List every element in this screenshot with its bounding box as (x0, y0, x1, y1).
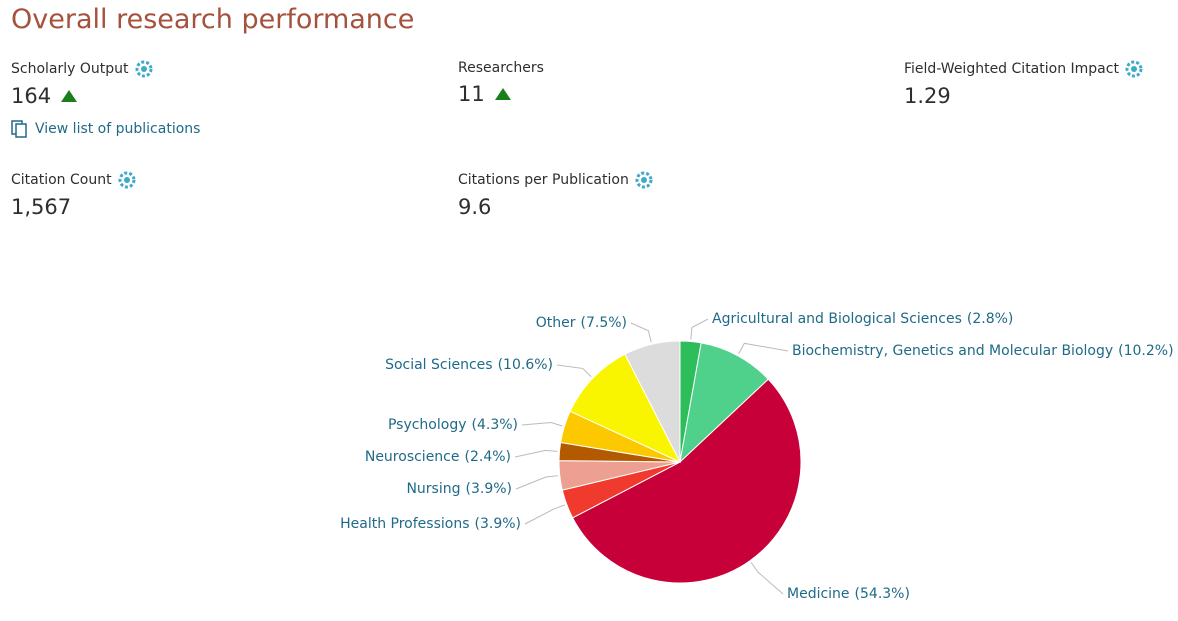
slice-label: Psychology (4.3%) (388, 417, 518, 433)
slice-name: Biochemistry, Genetics and Molecular Bio… (792, 343, 1113, 359)
metric: Field-Weighted Citation Impact 1.29 (904, 60, 1143, 108)
slice-name: Social Sciences (385, 357, 493, 373)
leader-line (750, 562, 784, 595)
publications-link[interactable]: View list of publications (11, 120, 200, 138)
slice-label: Agricultural and Biological Sciences (2.8… (712, 311, 1013, 327)
metric: Citation Count 1,567 (11, 171, 136, 219)
leader-line (524, 504, 565, 525)
slice-name: Neuroscience (365, 449, 460, 465)
pie-slice (624, 340, 681, 463)
slice-value: (3.9%) (466, 481, 513, 497)
metric-label: Field-Weighted Citation Impact (904, 61, 1119, 77)
slice-value: (3.9%) (475, 516, 522, 532)
metric-value: 1,567 (11, 195, 72, 219)
leader-line (556, 364, 592, 378)
metric-value: 1.29 (904, 84, 951, 108)
pie-slice (561, 461, 681, 519)
metric-label: Citations per Publication (458, 172, 629, 188)
metric: Citations per Publication 9.6 (458, 171, 653, 219)
list-icon (11, 120, 27, 138)
slice-label: Social Sciences (10.6%) (385, 357, 553, 373)
leader-line (521, 421, 563, 427)
pie-slice (569, 353, 682, 464)
metric-value: 9.6 (458, 195, 492, 219)
trend-up (494, 88, 511, 100)
pie-slice (679, 342, 769, 464)
slice-label: Medicine (54.3%) (787, 586, 910, 602)
slice-value: (4.3%) (472, 417, 519, 433)
metric: Scholarly Output 164 (11, 60, 153, 108)
leader-line (738, 342, 789, 355)
pie-slice (558, 460, 681, 491)
slice-value: (54.3%) (855, 586, 910, 602)
slice-name: Agricultural and Biological Sciences (712, 311, 962, 327)
info-icon[interactable] (635, 171, 653, 189)
leader-line (630, 322, 652, 343)
pie-slice (558, 441, 681, 463)
trend-up (61, 90, 78, 102)
metric-value: 164 (11, 84, 52, 108)
page-title: Overall research performance (11, 4, 415, 35)
pie-slice (679, 340, 702, 463)
slice-value: (2.8%) (967, 311, 1014, 327)
metric-label: Citation Count (11, 172, 112, 188)
leader-line (690, 318, 709, 340)
slice-label: Neuroscience (2.4%) (365, 449, 511, 465)
leader-line (514, 449, 558, 458)
metric: Researchers 11 (458, 60, 544, 106)
slice-value: (10.2%) (1118, 343, 1173, 359)
slice-label: Nursing (3.9%) (406, 481, 512, 497)
leader-line (515, 475, 558, 490)
info-icon[interactable] (135, 60, 153, 78)
link-label[interactable]: View list of publications (35, 121, 201, 137)
slice-name: Other (536, 315, 576, 331)
slice-value: (7.5%) (581, 315, 628, 331)
metric-value: 11 (458, 82, 485, 106)
info-icon[interactable] (1125, 60, 1143, 78)
slice-value: (10.6%) (498, 357, 553, 373)
slice-value: (2.4%) (465, 449, 512, 465)
metric-label: Researchers (458, 60, 544, 76)
slice-name: Nursing (406, 481, 460, 497)
pie-slice (571, 378, 802, 584)
slice-name: Medicine (787, 586, 850, 602)
slice-name: Health Professions (340, 516, 469, 532)
slice-label: Health Professions (3.9%) (340, 516, 521, 532)
info-icon[interactable] (118, 171, 136, 189)
slice-label: Other (7.5%) (536, 315, 627, 331)
pie-slice (560, 410, 681, 463)
slice-label: Biochemistry, Genetics and Molecular Bio… (792, 343, 1174, 359)
metric-label: Scholarly Output (11, 61, 129, 77)
slice-name: Psychology (388, 417, 467, 433)
